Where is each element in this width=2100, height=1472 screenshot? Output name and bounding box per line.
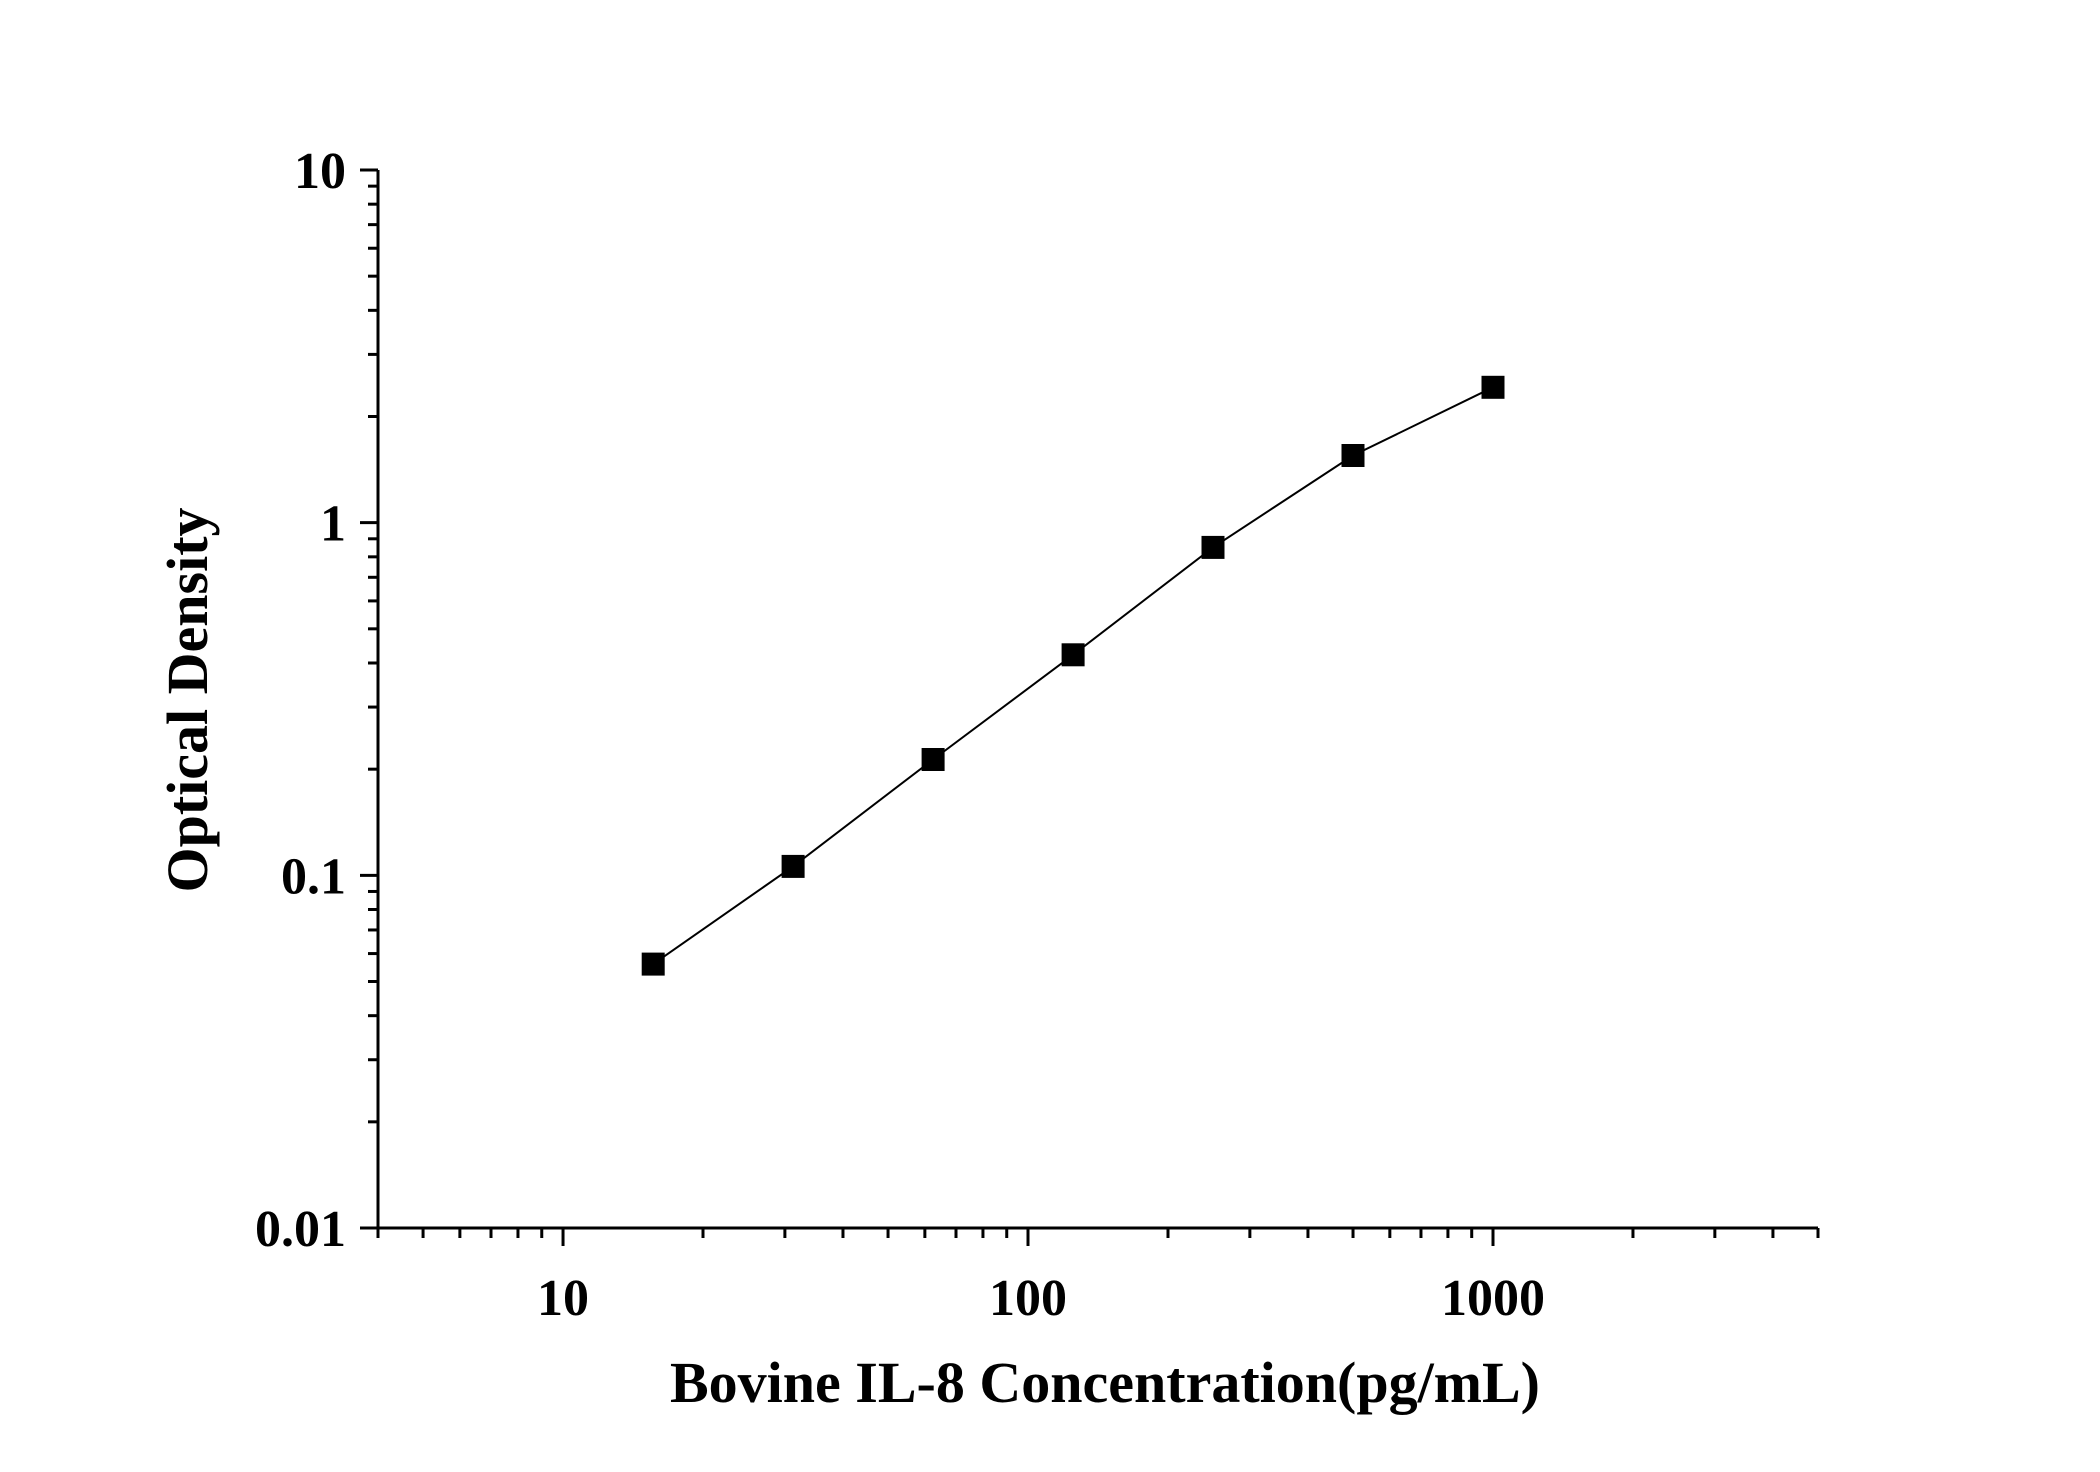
y-tick-label: 0.1 <box>281 848 346 905</box>
y-tick-label: 10 <box>294 143 346 200</box>
x-tick-label: 10 <box>537 1270 589 1327</box>
axis-ticks: 10 100 1000 0.01 0.1 1 10 <box>255 143 1820 1327</box>
data-point-marker <box>1201 535 1225 559</box>
data-point-marker <box>921 748 945 771</box>
x-axis-title: Bovine IL-8 Concentration(pg/mL) <box>670 1350 1540 1415</box>
data-point-marker <box>641 952 665 976</box>
y-axis-title: Optical Density <box>155 507 220 892</box>
data-point-marker <box>1341 444 1365 467</box>
data-point-marker <box>1481 375 1505 399</box>
x-tick-label: 100 <box>989 1270 1067 1327</box>
data-point-marker <box>781 854 805 878</box>
series-line-path <box>652 386 1494 965</box>
y-tick-label: 0.01 <box>255 1201 346 1258</box>
data-point-marker <box>1061 643 1085 667</box>
y-tick-label: 1 <box>320 496 346 553</box>
x-tick-label: 1000 <box>1441 1270 1545 1327</box>
data-points <box>641 375 1505 976</box>
series-line <box>652 386 1494 965</box>
axes <box>376 170 1818 1230</box>
